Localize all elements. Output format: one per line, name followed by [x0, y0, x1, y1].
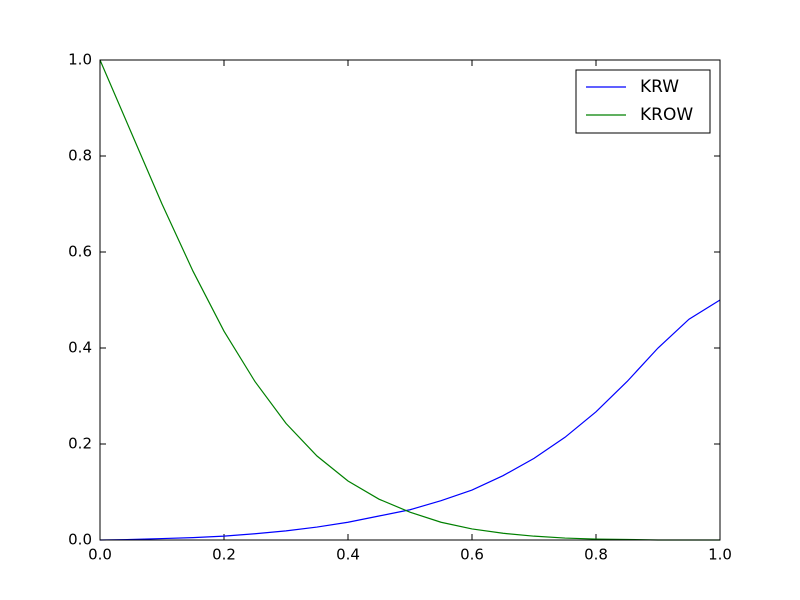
legend-label: KRW	[640, 77, 679, 97]
y-tick-label: 0.4	[68, 339, 92, 357]
x-tick-label: 0.0	[88, 546, 112, 564]
y-tick-label: 0.0	[68, 531, 92, 549]
y-tick-label: 0.2	[68, 435, 92, 453]
line	[99, 299, 721, 541]
y-tick-label: 0.6	[68, 243, 92, 261]
legend-box	[575, 69, 711, 134]
plot-frame	[99, 59, 721, 541]
x-tick-label: 0.2	[212, 546, 236, 564]
y-tick-label: 0.8	[68, 147, 92, 165]
line	[99, 59, 720, 541]
x-tick-label: 0.4	[336, 546, 360, 564]
x-tick-label: 0.6	[460, 546, 484, 564]
x-tick-label: 0.8	[584, 546, 608, 564]
x-tick-label: 1.0	[708, 546, 732, 564]
legend-label: KROW	[640, 105, 693, 125]
y-tick-label: 1.0	[68, 51, 92, 69]
